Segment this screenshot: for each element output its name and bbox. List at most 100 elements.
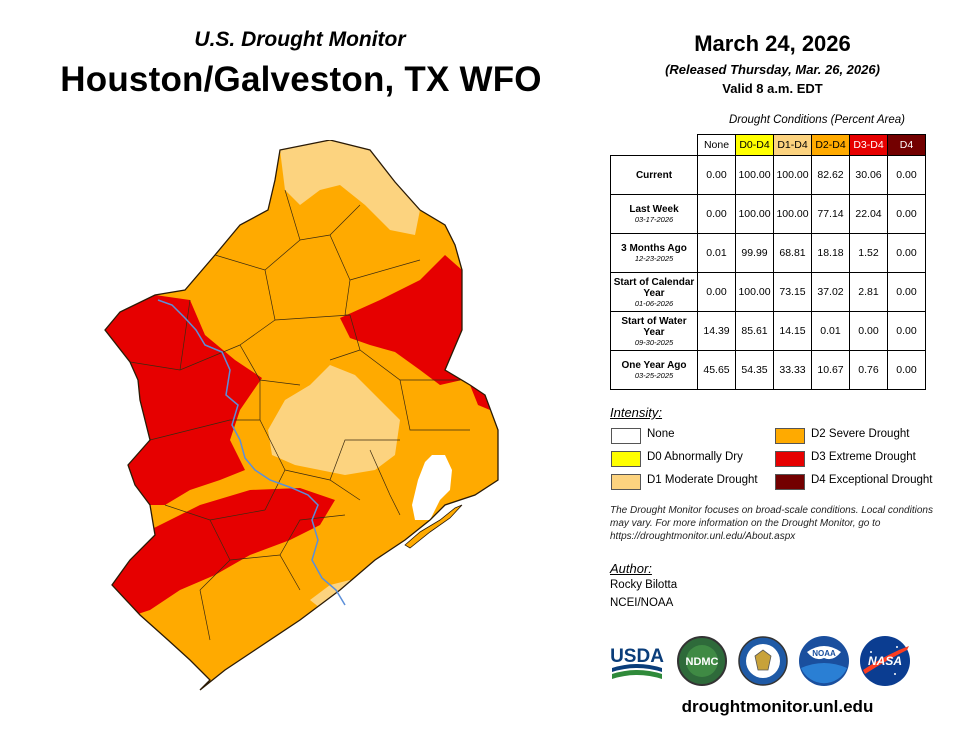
- table-cell: 100.00: [773, 155, 812, 195]
- table-cell: 100.00: [735, 272, 774, 312]
- legend-swatch: [611, 451, 641, 467]
- author-title: Author:: [610, 561, 652, 576]
- table-cell: 18.18: [811, 233, 850, 273]
- legend-title: Intensity:: [610, 405, 663, 420]
- river: [157, 299, 346, 606]
- table-cell: 1.52: [849, 233, 888, 273]
- legend-swatch: [611, 474, 641, 490]
- col-d1-d4: D1-D4: [773, 134, 812, 156]
- table-cell: 0.00: [849, 311, 888, 351]
- legend-swatch: [611, 428, 641, 444]
- legend-swatch: [775, 474, 805, 490]
- table-cell: 0.00: [697, 155, 736, 195]
- legend-label: D1 Moderate Drought: [647, 474, 758, 486]
- legend-label: D0 Abnormally Dry: [647, 451, 743, 463]
- legend-label: None: [647, 428, 675, 440]
- table-cell: 54.35: [735, 350, 774, 390]
- d3-area-east-tip: [470, 385, 490, 410]
- table-row: Last Week 03-17-2026 0.00 100.00 100.00 7…: [610, 194, 926, 234]
- table-cell: 2.81: [849, 272, 888, 312]
- legend-label: D2 Severe Drought: [811, 428, 910, 440]
- table-cell: 14.15: [773, 311, 812, 351]
- table-cell: 37.02: [811, 272, 850, 312]
- table-caption: Drought Conditions (Percent Area): [729, 114, 905, 126]
- table-cell: 82.62: [811, 155, 850, 195]
- wfo-boundary: [104, 140, 499, 691]
- table-cell: 14.39: [697, 311, 736, 351]
- ndmc-logo: NDMC: [677, 636, 727, 686]
- usda-logo-text: USDA: [610, 646, 664, 667]
- nasa-logo-text: NASA: [868, 654, 902, 668]
- map-date: March 24, 2026: [694, 31, 851, 56]
- table-cell: 0.76: [849, 350, 888, 390]
- row-label: Current: [635, 169, 673, 181]
- legend-label: D4 Exceptional Drought: [811, 474, 933, 486]
- table-cell: 68.81: [773, 233, 812, 273]
- table-cell: 0.00: [887, 233, 926, 273]
- col-d3-d4: D3-D4: [849, 134, 888, 156]
- table-row: One Year Ago 03-25-2025 45.65 54.35 33.33…: [610, 350, 926, 390]
- row-label: Start of Water Year: [621, 315, 687, 338]
- row-sublabel: 03-25-2025: [634, 371, 674, 380]
- d3-area-southwest: [105, 488, 335, 620]
- table-cell: 33.33: [773, 350, 812, 390]
- row-sublabel: 09-30-2025: [634, 337, 674, 347]
- table-cell: 0.00: [887, 350, 926, 390]
- map-region-title: Houston/Galveston, TX WFO: [60, 60, 542, 99]
- noaa-logo: NOAA: [799, 636, 849, 686]
- table-cell: 100.00: [735, 155, 774, 195]
- table-cell: 0.01: [697, 233, 736, 273]
- table-cell: 85.61: [735, 311, 774, 351]
- col-d4: D4: [887, 134, 926, 156]
- row-label: 3 Months Ago: [621, 243, 687, 254]
- usda-logo: USDA: [610, 646, 664, 679]
- galveston-island: [404, 504, 463, 549]
- row-sublabel: 03-17-2026: [634, 215, 674, 224]
- table-cell: 30.06: [849, 155, 888, 195]
- legend-swatch: [775, 451, 805, 467]
- col-d0-d4: D0-D4: [735, 134, 774, 156]
- table-row: Start of Calendar Year 01-06-2026 0.00 10…: [610, 272, 926, 312]
- table-header-row: None D0-D4 D1-D4 D2-D4 D3-D4 D4: [611, 134, 926, 156]
- county-lines: [129, 189, 470, 641]
- table-cell: 73.15: [773, 272, 812, 312]
- table-cell: 77.14: [811, 194, 850, 234]
- row-label: Start of Calendar Year: [613, 276, 695, 299]
- table-row: 3 Months Ago 12-23-2025 0.01 99.99 68.81 …: [610, 233, 926, 273]
- legend-swatch: [775, 428, 805, 444]
- row-label: Last Week: [629, 204, 679, 215]
- table-cell: 100.00: [773, 194, 812, 234]
- row-sublabel: 01-06-2026: [634, 298, 674, 308]
- valid-time: Valid 8 a.m. EDT: [722, 81, 823, 96]
- table-cell: 0.00: [697, 194, 736, 234]
- d3-area-west: [105, 290, 262, 505]
- row-label: One Year Ago: [621, 360, 687, 371]
- author-name: Rocky Bilotta: [610, 579, 678, 591]
- drought-conditions-table: None D0-D4 D1-D4 D2-D4 D3-D4 D4 Current …: [610, 134, 926, 390]
- ndmc-logo-text: NDMC: [686, 656, 719, 668]
- map-series-title: U.S. Drought Monitor: [194, 28, 406, 51]
- table-cell: 0.01: [811, 311, 850, 351]
- col-d2-d4: D2-D4: [811, 134, 850, 156]
- release-date: (Released Thursday, Mar. 26, 2026): [665, 62, 880, 77]
- d3-area-northeast: [340, 255, 470, 385]
- commerce-seal: [738, 636, 788, 686]
- table-cell: 0.00: [887, 311, 926, 351]
- table-cell: 100.00: [735, 194, 774, 234]
- author-org: NCEI/NOAA: [610, 597, 674, 609]
- website-link[interactable]: droughtmonitor.unl.edu: [681, 697, 874, 716]
- row-sublabel: 12-23-2025: [634, 254, 674, 263]
- table-cell: 10.67: [811, 350, 850, 390]
- d1-area-central: [268, 365, 400, 475]
- table-cell: 22.04: [849, 194, 888, 234]
- nasa-logo: NASA: [860, 636, 910, 686]
- table-cell: 0.00: [887, 272, 926, 312]
- table-cell: 0.00: [697, 272, 736, 312]
- drought-map: [104, 140, 499, 691]
- table-cell: 99.99: [735, 233, 774, 273]
- col-none: None: [697, 134, 736, 156]
- table-cell: 0.00: [887, 194, 926, 234]
- table-cell: 0.00: [887, 155, 926, 195]
- disclaimer-note: The Drought Monitor focuses on broad-sca…: [610, 505, 933, 542]
- noaa-logo-text: NOAA: [812, 649, 836, 658]
